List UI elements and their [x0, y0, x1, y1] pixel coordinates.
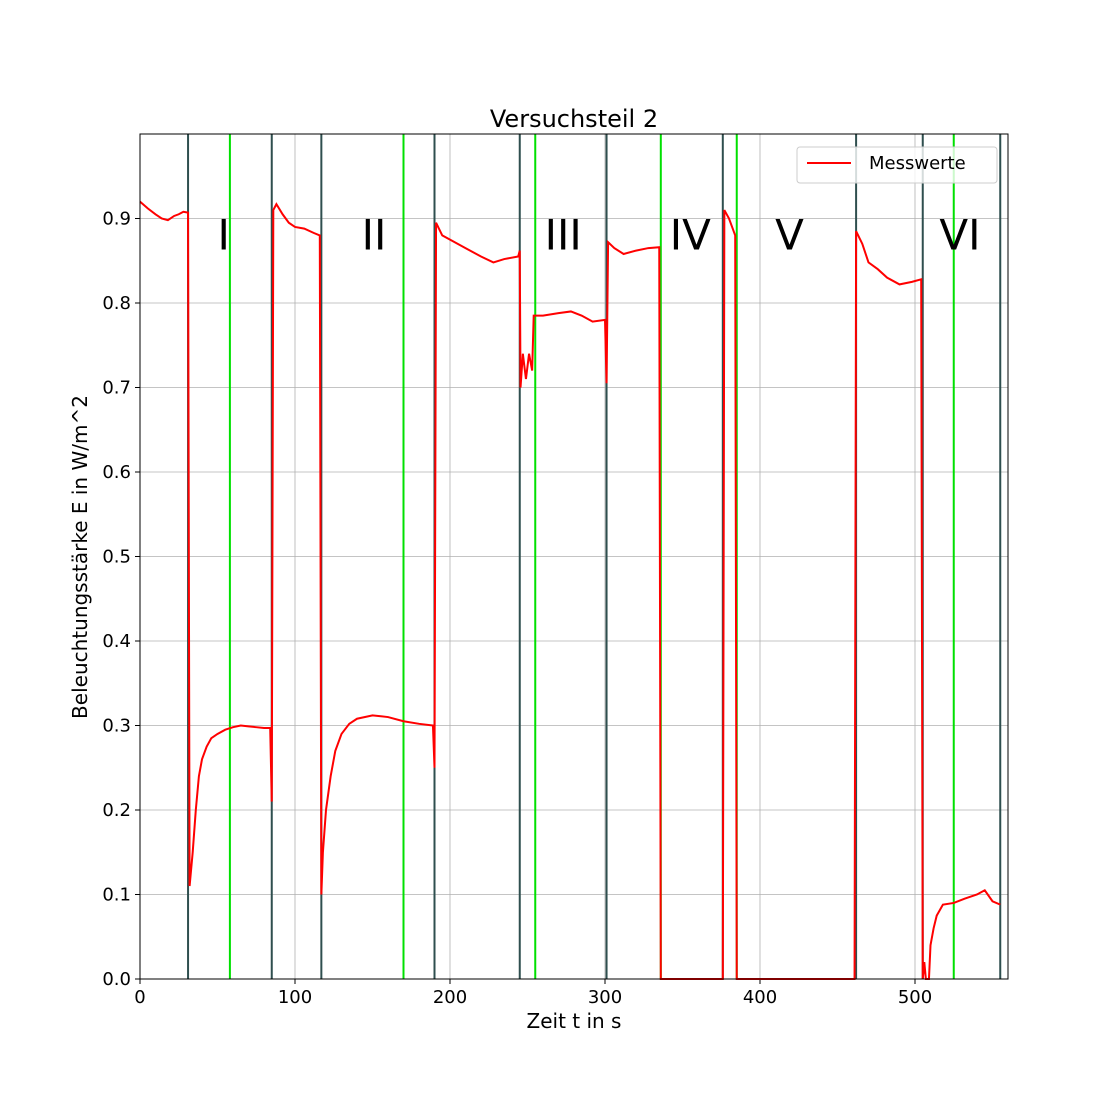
x-tick-label: 500: [898, 987, 932, 1008]
y-tick-label: 0.5: [102, 547, 131, 568]
y-tick-label: 0.7: [102, 378, 131, 399]
x-axis-label: Zeit t in s: [527, 1009, 622, 1033]
plot-frame: [139, 133, 1009, 980]
y-axis-label: Beleuchtungsstärke E in W/m^2: [68, 395, 92, 719]
x-tick-label: 0: [134, 987, 145, 1008]
chart-title: Versuchsteil 2: [490, 105, 658, 133]
data-line: [139, 200, 1001, 980]
annotation: III: [545, 210, 582, 259]
y-tick-label: 0.0: [102, 969, 131, 990]
legend-box: [796, 146, 998, 184]
annotation: II: [362, 210, 387, 259]
annotation: V: [775, 210, 804, 259]
y-tick-label: 0.1: [102, 885, 131, 906]
y-tick-label: 0.6: [102, 462, 131, 483]
x-tick-label: 200: [433, 987, 467, 1008]
x-tick-label: 300: [588, 987, 622, 1008]
x-tick-label: 100: [278, 987, 312, 1008]
y-tick-label: 0.4: [102, 631, 131, 652]
x-tick-label: 400: [743, 987, 777, 1008]
y-tick-label: 0.9: [102, 209, 131, 230]
legend-label: Messwerte: [869, 153, 966, 174]
annotation: IV: [670, 210, 711, 259]
annotation: I: [218, 210, 230, 259]
annotation: VI: [939, 210, 980, 259]
y-tick-label: 0.8: [102, 293, 131, 314]
y-tick-label: 0.2: [102, 800, 131, 821]
y-tick-label: 0.3: [102, 716, 131, 737]
